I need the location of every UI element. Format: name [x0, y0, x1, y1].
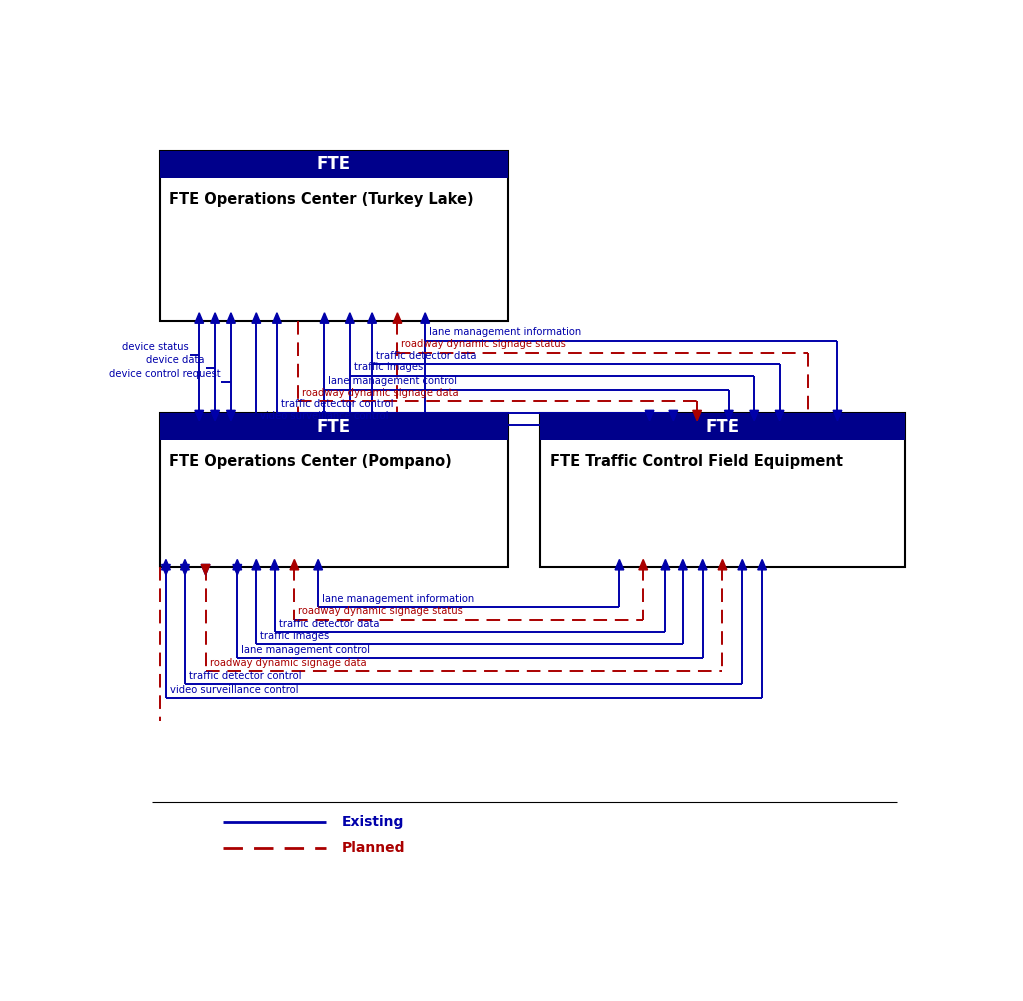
Polygon shape [226, 312, 235, 323]
Text: device data: device data [146, 355, 205, 365]
Text: device control request: device control request [109, 369, 221, 379]
Polygon shape [718, 560, 727, 570]
Text: roadway dynamic signage data: roadway dynamic signage data [210, 658, 366, 668]
Polygon shape [290, 560, 299, 570]
Polygon shape [270, 560, 279, 570]
Polygon shape [678, 560, 687, 570]
Polygon shape [750, 410, 759, 420]
Text: traffic detector data: traffic detector data [278, 619, 379, 629]
Polygon shape [420, 312, 430, 323]
Text: lane management control: lane management control [241, 645, 370, 655]
Polygon shape [202, 565, 210, 575]
Polygon shape [226, 410, 235, 420]
Polygon shape [320, 312, 328, 323]
Text: Existing: Existing [342, 815, 404, 829]
Text: device status: device status [122, 342, 189, 352]
Polygon shape [202, 565, 210, 575]
Text: FTE: FTE [706, 417, 740, 435]
Polygon shape [314, 560, 322, 570]
Bar [160, 413, 508, 440]
Text: roadway dynamic signage status: roadway dynamic signage status [299, 607, 463, 617]
Polygon shape [638, 560, 648, 570]
Polygon shape [833, 410, 842, 420]
Polygon shape [615, 560, 624, 570]
Polygon shape [738, 560, 747, 570]
Text: traffic detector control: traffic detector control [189, 672, 302, 682]
Text: FTE Traffic Control Field Equipment: FTE Traffic Control Field Equipment [549, 453, 843, 468]
Text: lane management information: lane management information [322, 595, 475, 605]
Text: Planned: Planned [342, 842, 405, 856]
Text: lane management information: lane management information [430, 327, 581, 337]
Polygon shape [252, 560, 261, 570]
Polygon shape [758, 560, 766, 570]
Text: lane management control: lane management control [328, 376, 457, 386]
Bar [540, 413, 904, 440]
Text: roadway dynamic signage data: roadway dynamic signage data [303, 387, 459, 397]
Polygon shape [162, 565, 170, 575]
Polygon shape [661, 560, 670, 570]
Text: traffic images: traffic images [260, 632, 329, 642]
Text: traffic images: traffic images [354, 362, 424, 372]
Bar [160, 151, 508, 320]
Bar [540, 413, 904, 568]
Text: traffic detector control: traffic detector control [281, 399, 394, 409]
Polygon shape [194, 312, 204, 323]
Polygon shape [724, 410, 733, 420]
Polygon shape [252, 312, 261, 323]
Polygon shape [646, 410, 654, 420]
Polygon shape [162, 560, 170, 570]
Text: traffic detector data: traffic detector data [376, 350, 477, 360]
Polygon shape [233, 565, 241, 575]
Text: FTE Operations Center (Pompano): FTE Operations Center (Pompano) [169, 453, 452, 468]
Text: FTE: FTE [317, 417, 351, 435]
Polygon shape [211, 410, 220, 420]
Polygon shape [233, 560, 241, 570]
Polygon shape [181, 565, 189, 575]
Text: video surveillance control: video surveillance control [260, 410, 389, 420]
Polygon shape [693, 410, 702, 420]
Text: FTE: FTE [317, 155, 351, 173]
Text: FTE Operations Center (Turkey Lake): FTE Operations Center (Turkey Lake) [169, 192, 474, 207]
Bar [160, 151, 508, 178]
Polygon shape [211, 312, 220, 323]
Bar [160, 413, 508, 568]
Text: video surveillance control: video surveillance control [170, 685, 299, 695]
Polygon shape [669, 410, 677, 420]
Polygon shape [346, 312, 354, 323]
Polygon shape [775, 410, 784, 420]
Polygon shape [367, 312, 376, 323]
Polygon shape [181, 560, 189, 570]
Polygon shape [272, 312, 281, 323]
Text: roadway dynamic signage status: roadway dynamic signage status [401, 339, 567, 349]
Polygon shape [393, 312, 402, 323]
Polygon shape [699, 560, 707, 570]
Polygon shape [194, 410, 204, 420]
